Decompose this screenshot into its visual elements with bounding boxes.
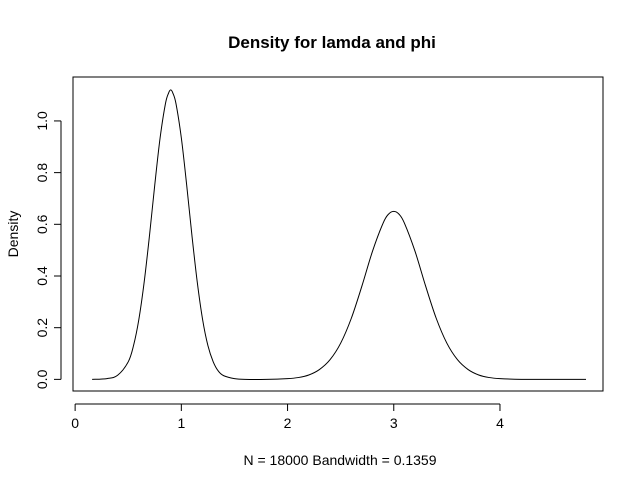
y-tick-label: 1.0 (34, 111, 50, 131)
y-tick-label: 0.2 (34, 318, 50, 338)
x-tick-label: 0 (71, 415, 79, 431)
y-axis-label: Density (5, 211, 21, 258)
y-tick-label: 0.0 (34, 369, 50, 389)
y-tick-label: 0.8 (34, 163, 50, 183)
x-tick-label: 3 (390, 415, 398, 431)
y-tick-label: 0.6 (34, 214, 50, 234)
chart-title: Density for lamda and phi (228, 33, 436, 52)
x-axis-label: N = 18000 Bandwidth = 0.1359 (243, 452, 436, 468)
density-curve (92, 89, 587, 380)
x-axis: 0 1 2 3 4 (71, 403, 504, 431)
x-tick-label: 1 (177, 415, 185, 431)
y-axis: 0.0 0.2 0.4 0.6 0.8 1.0 (34, 111, 62, 389)
x-tick-label: 4 (496, 415, 504, 431)
y-tick-label: 0.4 (34, 266, 50, 286)
plot-frame (72, 76, 604, 392)
x-tick-label: 2 (284, 415, 292, 431)
